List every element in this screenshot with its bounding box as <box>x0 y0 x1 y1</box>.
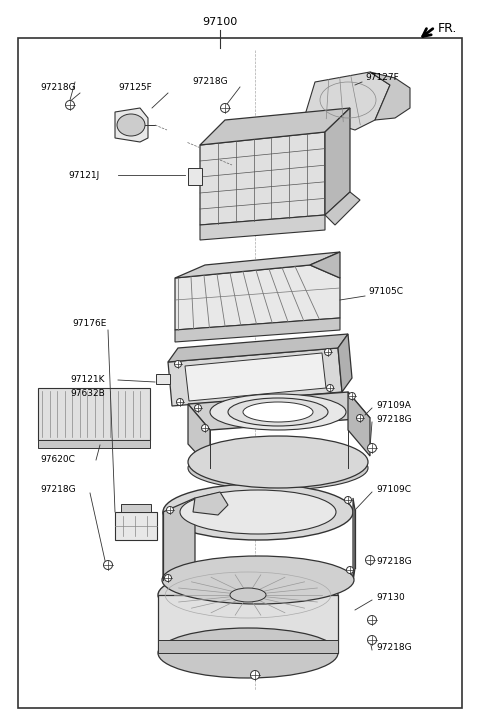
Text: 97109C: 97109C <box>376 485 411 495</box>
Ellipse shape <box>188 436 368 488</box>
Polygon shape <box>200 108 350 145</box>
Polygon shape <box>115 512 157 540</box>
Polygon shape <box>168 348 342 406</box>
Ellipse shape <box>163 484 353 540</box>
Circle shape <box>345 497 351 503</box>
Text: 97632B: 97632B <box>70 389 105 399</box>
Polygon shape <box>310 252 340 278</box>
Polygon shape <box>188 168 202 185</box>
Circle shape <box>368 443 376 453</box>
Polygon shape <box>353 498 355 582</box>
Circle shape <box>368 635 376 645</box>
Text: 97127F: 97127F <box>365 74 399 82</box>
Text: 97105C: 97105C <box>368 287 403 297</box>
Ellipse shape <box>210 394 346 430</box>
Text: 97218G: 97218G <box>376 557 412 567</box>
Polygon shape <box>188 404 210 468</box>
Ellipse shape <box>180 490 336 534</box>
Text: 97218G: 97218G <box>40 485 76 495</box>
Text: 97100: 97100 <box>203 17 238 27</box>
Text: 97176E: 97176E <box>72 320 107 329</box>
Polygon shape <box>158 640 338 653</box>
Polygon shape <box>121 504 151 512</box>
Ellipse shape <box>158 628 338 678</box>
Polygon shape <box>38 440 150 448</box>
Polygon shape <box>193 492 228 515</box>
Polygon shape <box>325 192 360 225</box>
Polygon shape <box>163 498 195 580</box>
Text: 97109A: 97109A <box>376 401 411 411</box>
Polygon shape <box>175 265 340 330</box>
Circle shape <box>194 404 202 412</box>
Text: FR.: FR. <box>438 22 457 35</box>
Polygon shape <box>156 374 170 384</box>
Ellipse shape <box>243 402 313 422</box>
Polygon shape <box>338 334 352 392</box>
Polygon shape <box>325 108 350 215</box>
Polygon shape <box>200 215 325 240</box>
Text: 97218G: 97218G <box>376 643 412 653</box>
Polygon shape <box>175 252 340 278</box>
Ellipse shape <box>117 114 145 136</box>
Circle shape <box>220 103 229 113</box>
Circle shape <box>202 425 208 432</box>
Polygon shape <box>188 392 370 430</box>
Ellipse shape <box>158 570 338 620</box>
Circle shape <box>165 575 171 581</box>
Circle shape <box>175 360 181 367</box>
Polygon shape <box>158 595 338 653</box>
Ellipse shape <box>162 556 354 604</box>
Polygon shape <box>200 132 325 225</box>
Circle shape <box>177 399 183 406</box>
Circle shape <box>357 414 363 422</box>
Polygon shape <box>348 392 370 456</box>
Polygon shape <box>115 108 148 142</box>
Text: 97121J: 97121J <box>68 170 99 180</box>
Circle shape <box>65 100 74 110</box>
Circle shape <box>368 615 376 625</box>
Text: 97125F: 97125F <box>118 84 152 92</box>
Circle shape <box>324 349 332 355</box>
Polygon shape <box>305 72 390 130</box>
Circle shape <box>347 567 353 573</box>
Circle shape <box>348 393 356 399</box>
Text: 97218G: 97218G <box>192 77 228 87</box>
Text: 97218G: 97218G <box>376 415 412 425</box>
Circle shape <box>104 560 112 570</box>
Circle shape <box>365 555 374 565</box>
Polygon shape <box>38 388 150 440</box>
Polygon shape <box>168 334 348 362</box>
Polygon shape <box>370 72 410 120</box>
Ellipse shape <box>228 398 328 426</box>
Polygon shape <box>175 318 340 342</box>
Polygon shape <box>185 353 326 401</box>
Circle shape <box>326 385 334 391</box>
Text: 97620C: 97620C <box>40 456 75 464</box>
Ellipse shape <box>188 446 368 490</box>
Circle shape <box>167 507 173 513</box>
Text: 97130: 97130 <box>376 593 405 602</box>
Text: 97121K: 97121K <box>70 375 105 385</box>
Circle shape <box>251 671 260 679</box>
Text: 97218G: 97218G <box>40 84 76 92</box>
Ellipse shape <box>230 588 266 602</box>
